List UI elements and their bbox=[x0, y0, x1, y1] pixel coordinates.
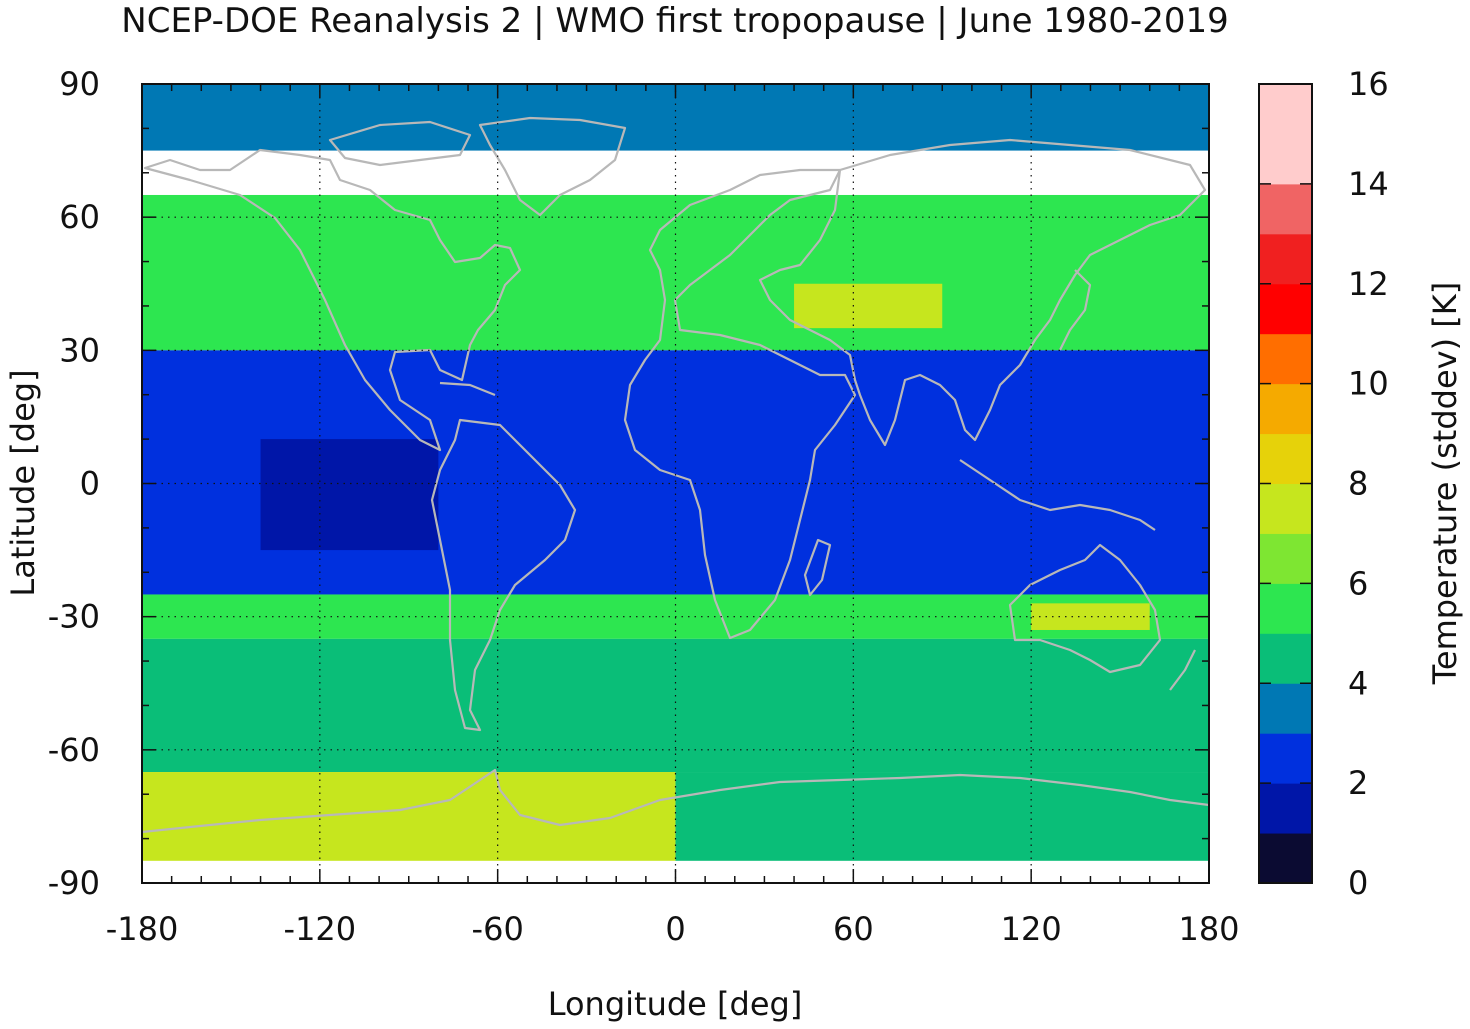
colorbar-tick-label: 10 bbox=[1348, 365, 1389, 403]
colorbar-swatch-7 bbox=[1259, 483, 1312, 534]
heatmap-region-4 bbox=[260, 439, 439, 551]
heatmap-region-2 bbox=[794, 283, 943, 329]
colorbar-swatch-1 bbox=[1259, 783, 1312, 834]
y-tick-label: 30 bbox=[59, 331, 100, 369]
x-tick-label: 60 bbox=[833, 910, 874, 948]
x-axis-title: Longitude [deg] bbox=[548, 985, 803, 1023]
coastline-asia bbox=[758, 138, 1207, 447]
colorbar-swatch-10 bbox=[1259, 333, 1312, 385]
coastline-south-america bbox=[430, 418, 577, 732]
heatmap-field bbox=[142, 84, 1209, 861]
colorbar-tick-label: 12 bbox=[1348, 265, 1389, 303]
heatmap-region-9 bbox=[675, 772, 1209, 861]
y-tick-label: 60 bbox=[59, 198, 100, 236]
colorbar-swatch-6 bbox=[1259, 533, 1312, 584]
coastline-arctic-islands bbox=[328, 120, 472, 167]
colorbar-tick-label: 14 bbox=[1348, 165, 1389, 203]
y-axis-title: Latitude [deg] bbox=[4, 369, 42, 596]
colorbar-tick-label: 16 bbox=[1348, 65, 1389, 103]
heatmap-region-8 bbox=[142, 772, 676, 861]
colorbar-tick-label: 8 bbox=[1348, 465, 1368, 503]
colorbar-swatch-5 bbox=[1259, 583, 1312, 634]
coastline-cuba bbox=[439, 381, 496, 397]
y-tick-label: 90 bbox=[59, 65, 100, 103]
x-tick-label: 0 bbox=[665, 910, 685, 948]
colorbar: 0 2 4 6 8 10 12 14 16 bbox=[1258, 65, 1389, 902]
colorbar-swatch-8 bbox=[1259, 433, 1312, 484]
colorbar-tick-label: 4 bbox=[1348, 664, 1368, 702]
coastline-australia bbox=[1008, 543, 1162, 674]
colorbar-tick-label: 2 bbox=[1348, 764, 1368, 802]
coastline-antarctica bbox=[142, 768, 1209, 834]
axis-ticks: -180 -120 -60 0 60 120 180 90 60 30 0 -30 -60 -90 bbox=[48, 65, 1240, 948]
colorbar-title: Temperature (stddev) [K] bbox=[1426, 282, 1464, 685]
colorbar-swatch-11 bbox=[1259, 283, 1312, 335]
colorbar-swatch-0 bbox=[1259, 833, 1312, 884]
colorbar-tick-label: 6 bbox=[1348, 564, 1368, 602]
coastline-new-zealand bbox=[1169, 649, 1196, 691]
colorbar-swatch-15 bbox=[1259, 84, 1312, 135]
coastlines bbox=[142, 116, 1209, 834]
colorbar-swatch-2 bbox=[1259, 733, 1312, 784]
y-tick-label: -30 bbox=[48, 598, 100, 636]
heatmap-region-7 bbox=[142, 638, 1209, 773]
chart-title: NCEP-DOE Reanalysis 2 | WMO first tropop… bbox=[121, 1, 1229, 41]
y-tick-label: 0 bbox=[80, 465, 100, 503]
heatmap-region-6 bbox=[1031, 603, 1150, 630]
x-tick-label: 180 bbox=[1178, 910, 1239, 948]
colorbar-swatch-9 bbox=[1259, 383, 1312, 435]
x-tick-label: -60 bbox=[472, 910, 524, 948]
colorbar-swatch-13 bbox=[1259, 183, 1312, 235]
colorbar-swatch-3 bbox=[1259, 683, 1312, 734]
coastline-north-america bbox=[143, 148, 522, 452]
x-tick-label: 120 bbox=[1001, 910, 1062, 948]
y-tick-label: -60 bbox=[48, 731, 100, 769]
coastline-madagascar bbox=[803, 538, 832, 597]
x-tick-label: -120 bbox=[284, 910, 357, 948]
coastline-greenland bbox=[478, 116, 627, 217]
coastline-africa-europe bbox=[623, 168, 857, 640]
gridlines bbox=[142, 84, 1209, 883]
colorbar-swatch-12 bbox=[1259, 233, 1312, 285]
colorbar-swatch-14 bbox=[1259, 133, 1312, 185]
y-tick-label: -90 bbox=[48, 864, 100, 902]
coastline-japan bbox=[1059, 269, 1092, 351]
colorbar-swatch-4 bbox=[1259, 633, 1312, 684]
colorbar-tick-label: 0 bbox=[1348, 864, 1368, 902]
x-tick-label: -180 bbox=[106, 910, 179, 948]
